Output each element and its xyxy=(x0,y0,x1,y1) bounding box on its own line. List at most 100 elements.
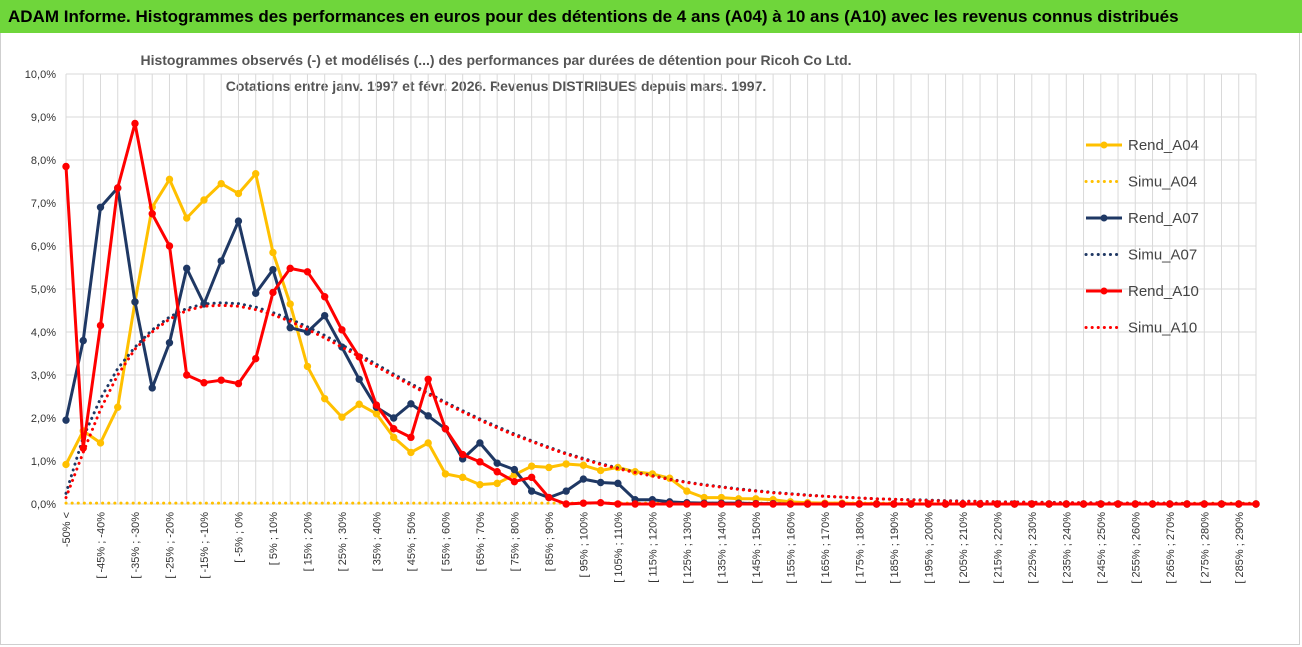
gridlines xyxy=(65,73,1257,505)
x-tick-label: [ -25% ; -20% xyxy=(164,512,176,579)
data-point xyxy=(62,416,70,424)
data-point xyxy=(510,477,519,486)
x-tick-label: [ 255% ; 260% xyxy=(1130,512,1142,584)
x-tick-label: [ 205% ; 210% xyxy=(958,512,970,584)
chart-title-line: Histogrammes observés (-) et modélisés (… xyxy=(140,52,851,68)
data-point xyxy=(562,500,570,508)
data-point xyxy=(803,500,812,508)
series-line-rend-a04 xyxy=(64,172,1256,506)
series-line-rend-a07 xyxy=(64,186,1256,506)
x-tick-label: [ -5% ; 0% xyxy=(233,512,245,563)
data-point xyxy=(286,300,294,308)
data-point xyxy=(183,214,191,222)
data-point xyxy=(372,410,381,418)
y-tick-label: 10,0% xyxy=(25,69,56,81)
legend-label: Rend_A10 xyxy=(1128,283,1199,300)
x-tick-label: [ 95% ; 100% xyxy=(578,512,590,578)
data-point xyxy=(217,376,225,384)
x-tick-label: [ 45% ; 50% xyxy=(406,512,418,572)
data-point xyxy=(355,375,363,383)
x-tick-label: [ 155% ; 160% xyxy=(785,512,797,584)
data-point xyxy=(665,500,674,508)
x-tick-label: [ -15% ; -10% xyxy=(199,512,211,579)
data-point xyxy=(183,264,191,273)
y-tick-label: 9,0% xyxy=(31,112,56,124)
chart: Histogrammes observés (-) et modélisés (… xyxy=(25,52,1260,584)
data-point xyxy=(338,413,346,421)
data-point xyxy=(769,500,777,508)
legend-label: Rend_A04 xyxy=(1128,137,1199,154)
x-tick-label: [ 245% ; 250% xyxy=(1096,512,1108,584)
series-line-rend-a10 xyxy=(64,121,1256,506)
data-point xyxy=(700,500,708,508)
x-tick-label: [ 55% ; 60% xyxy=(440,512,452,572)
data-point xyxy=(96,203,105,212)
y-tick-label: 7,0% xyxy=(31,198,56,210)
data-point xyxy=(441,470,450,478)
x-tick-label: [ 185% ; 190% xyxy=(889,512,901,584)
data-point xyxy=(683,500,691,508)
x-tick-label: [ 235% ; 240% xyxy=(1061,512,1073,584)
legend-label: Simu_A07 xyxy=(1128,247,1197,264)
data-point xyxy=(131,298,139,306)
data-point xyxy=(424,412,432,420)
data-point xyxy=(527,462,536,470)
data-point xyxy=(165,242,174,250)
legend-item-simu-a10: Simu_A10 xyxy=(1084,320,1197,337)
y-tick-label: 4,0% xyxy=(31,327,56,339)
data-point xyxy=(545,463,553,472)
data-point xyxy=(476,439,484,447)
data-point xyxy=(269,265,277,274)
data-point xyxy=(338,326,346,334)
x-tick-label: [ 215% ; 220% xyxy=(992,512,1004,584)
data-point xyxy=(441,425,450,433)
data-point xyxy=(907,500,915,508)
legend-label: Simu_A10 xyxy=(1128,320,1197,337)
chart-title-line: Cotations entre janv. 1997 et févr. 2026… xyxy=(226,78,767,94)
data-point xyxy=(562,487,570,495)
data-point xyxy=(510,465,519,474)
data-point xyxy=(458,473,467,482)
data-point xyxy=(286,264,294,273)
data-point xyxy=(96,321,105,330)
y-tick-label: 3,0% xyxy=(31,370,56,382)
data-point xyxy=(838,500,846,508)
data-point xyxy=(596,499,605,507)
data-point xyxy=(252,170,260,178)
data-point xyxy=(579,499,588,507)
data-point xyxy=(527,473,536,482)
legend-item-rend-a04: Rend_A04 xyxy=(1086,137,1199,154)
legend-item-simu-a07: Simu_A07 xyxy=(1084,247,1197,264)
data-point xyxy=(596,478,605,487)
data-point xyxy=(855,500,864,508)
data-point xyxy=(821,500,829,508)
data-point xyxy=(890,500,898,508)
data-point xyxy=(96,439,105,447)
data-point xyxy=(62,460,70,469)
data-point xyxy=(372,401,381,409)
x-tick-label: [ 125% ; 130% xyxy=(682,512,694,584)
data-point xyxy=(493,468,501,476)
data-point xyxy=(476,480,484,489)
data-point xyxy=(200,196,208,204)
data-point xyxy=(924,500,933,508)
data-point xyxy=(424,439,432,447)
x-tick-label: [ 275% ; 280% xyxy=(1199,512,1211,584)
x-tick-label: [ 135% ; 140% xyxy=(716,512,728,584)
data-point xyxy=(389,433,398,442)
y-axis: 0,0% 1,0% 2,0% 3,0% 4,0% 5,0% 6,0% 7,0% 8,0% 9,0%… xyxy=(25,69,56,511)
data-point xyxy=(217,257,225,265)
data-point xyxy=(114,184,122,192)
report-banner: ADAM Informe. Histogrammes des performan… xyxy=(0,0,1302,33)
data-point xyxy=(872,500,881,508)
data-point xyxy=(303,268,312,276)
x-tick-label: [ 115% ; 120% xyxy=(647,512,659,583)
data-point xyxy=(320,311,329,320)
x-tick-label: [ -45% ; -40% xyxy=(95,512,107,579)
y-tick-label: 1,0% xyxy=(31,456,56,468)
data-point xyxy=(269,248,277,257)
x-tick-label: [ 105% ; 110% xyxy=(613,512,625,583)
x-tick-label: [ 5% ; 10% xyxy=(268,512,280,565)
data-point xyxy=(200,379,208,387)
data-point xyxy=(614,479,622,488)
